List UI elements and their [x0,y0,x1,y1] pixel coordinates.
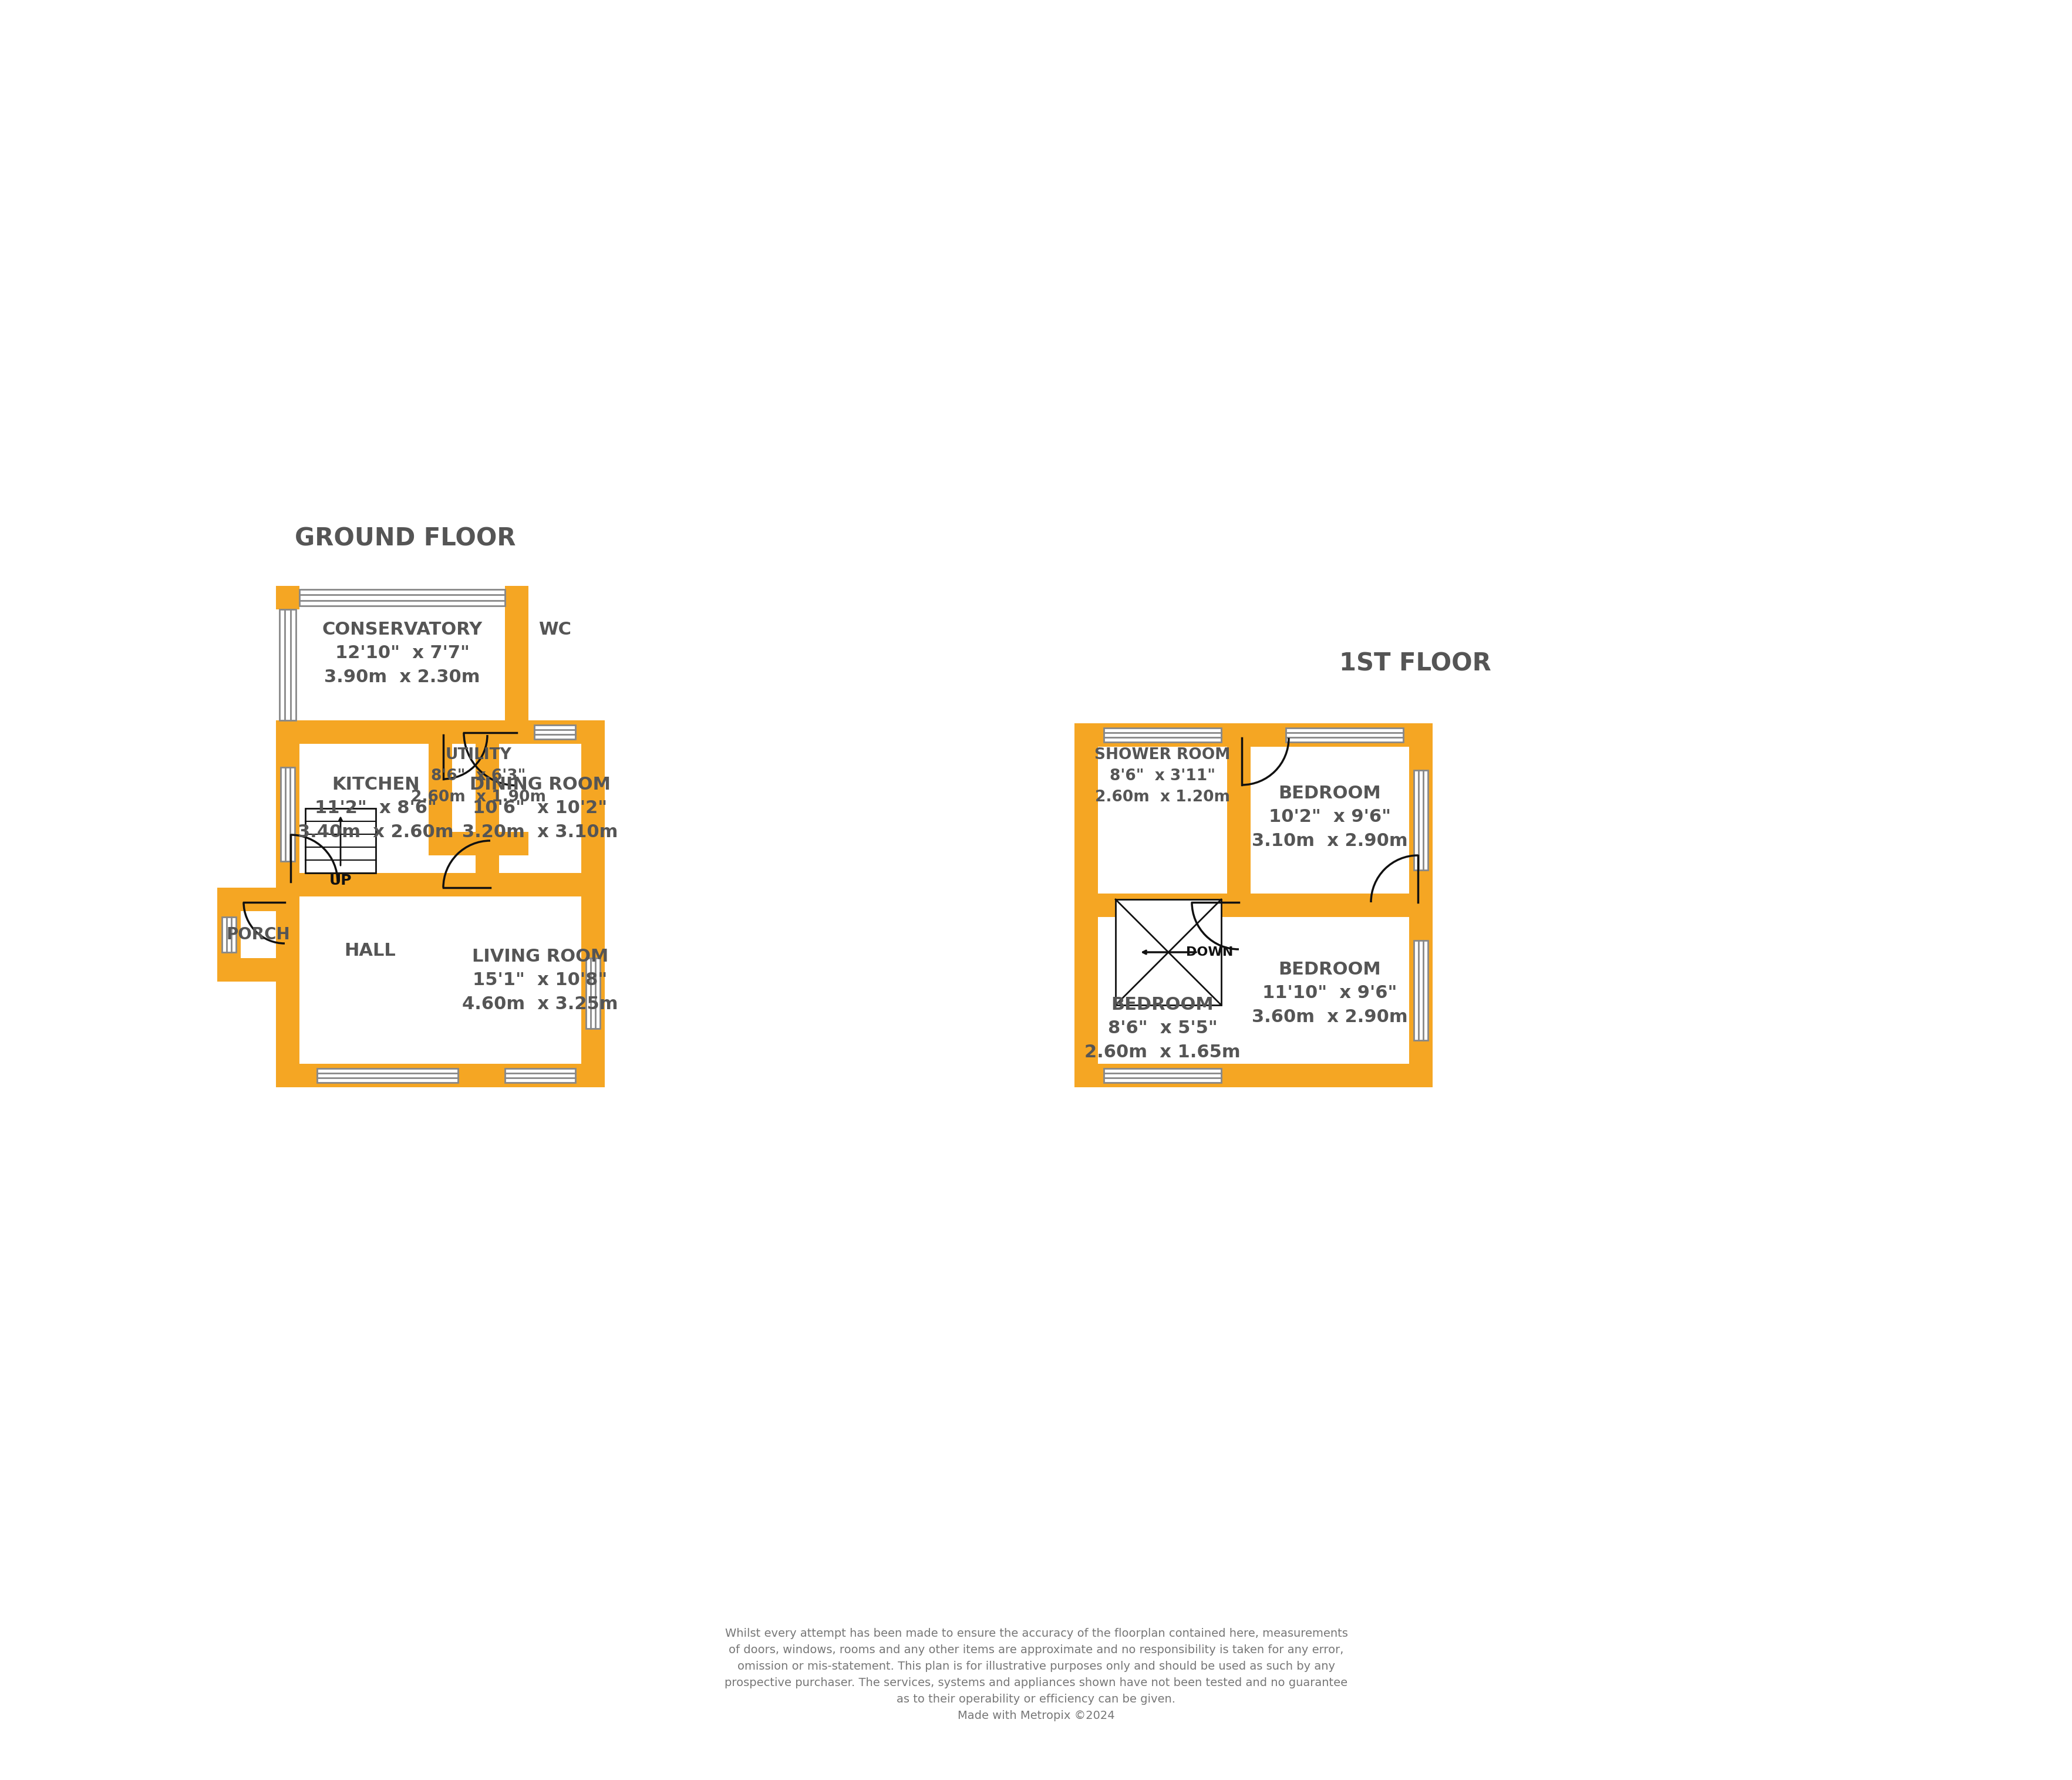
Bar [276,721,298,1088]
Text: BEDROOM
11'10"  x 9'6"
3.60m  x 2.90m: BEDROOM 11'10" x 9'6" 3.60m x 2.90m [1251,961,1407,1025]
Bar [1227,723,1249,917]
Bar [276,872,605,897]
Bar [1413,771,1428,870]
Bar [276,1064,605,1088]
Bar [276,586,298,609]
Bar [1073,723,1098,1088]
Text: GROUND FLOOR: GROUND FLOOR [294,527,516,550]
Bar [317,1068,458,1082]
Bar [506,1068,576,1082]
Bar [506,586,528,744]
Text: BEDROOM
8'6"  x 5'5"
2.60m  x 1.65m: BEDROOM 8'6" x 5'5" 2.60m x 1.65m [1084,997,1241,1061]
Text: KITCHEN
11'2"  x 8'6"
3.40m  x 2.60m: KITCHEN 11'2" x 8'6" 3.40m x 2.60m [298,776,454,840]
Text: WC: WC [539,621,572,639]
Text: SHOWER ROOM
8'6"  x 3'11"
2.60m  x 1.20m: SHOWER ROOM 8'6" x 3'11" 2.60m x 1.20m [1094,748,1231,805]
Text: DINING ROOM
10'6"  x 10'2"
3.20m  x 3.10m: DINING ROOM 10'6" x 10'2" 3.20m x 3.10m [462,776,617,840]
Bar [280,767,294,862]
Bar [1115,899,1220,1006]
Bar [1409,723,1432,1088]
Text: LIVING ROOM
15'1"  x 10'8"
4.60m  x 3.25m: LIVING ROOM 15'1" x 10'8" 4.60m x 3.25m [462,949,617,1013]
Bar [1413,940,1428,1040]
Bar [580,721,605,1088]
Text: PORCH: PORCH [226,926,290,943]
Text: 1ST FLOOR: 1ST FLOOR [1339,651,1490,676]
Bar [429,721,452,856]
Bar [474,721,499,897]
Text: HALL: HALL [344,943,396,959]
Text: UP: UP [329,874,352,888]
Text: DOWN: DOWN [1185,947,1233,958]
Bar [222,917,236,952]
Bar [506,586,528,609]
Bar [1285,728,1403,742]
Text: BEDROOM
10'2"  x 9'6"
3.10m  x 2.90m: BEDROOM 10'2" x 9'6" 3.10m x 2.90m [1251,785,1407,849]
Bar [218,958,288,981]
Bar [586,958,601,1029]
Bar [280,609,296,721]
Bar [298,589,506,605]
Text: UTILITY
8'6"  x 6'3"
2.60m  x 1.90m: UTILITY 8'6" x 6'3" 2.60m x 1.90m [410,748,545,805]
Text: CONSERVATORY
12'10"  x 7'7"
3.90m  x 2.30m: CONSERVATORY 12'10" x 7'7" 3.90m x 2.30m [321,621,483,685]
Bar [535,724,576,739]
Bar [305,808,375,872]
Bar [218,888,288,911]
Text: Whilst every attempt has been made to ensure the accuracy of the floorplan conta: Whilst every attempt has been made to en… [725,1627,1347,1721]
Bar [429,831,528,856]
Bar [1073,723,1432,748]
Bar [218,888,240,981]
Bar [1104,728,1220,742]
Bar [276,721,605,744]
Bar [1073,1064,1432,1088]
Bar [1073,894,1432,917]
Bar [1104,1068,1220,1082]
